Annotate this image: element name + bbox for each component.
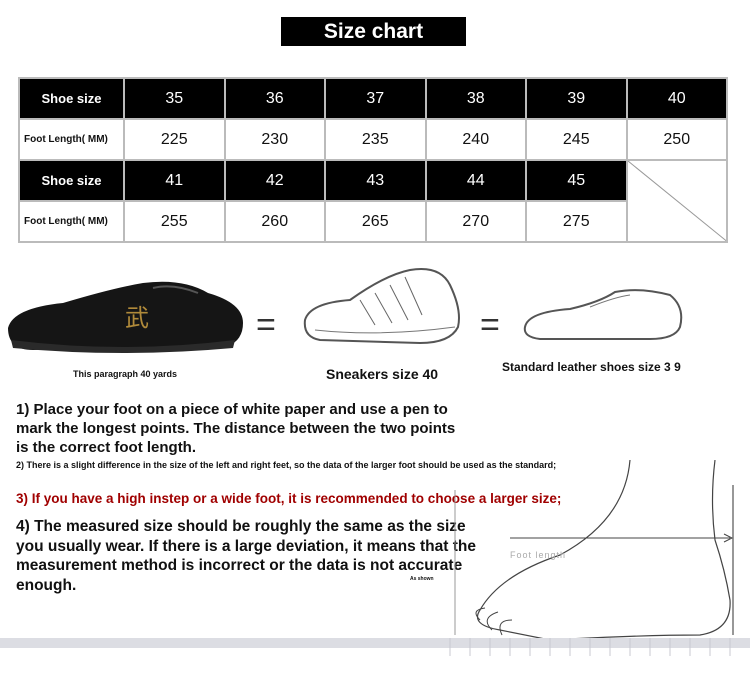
row-label: Foot Length( MM) — [18, 118, 125, 161]
size-cell: 35 — [123, 77, 226, 120]
table-row: Foot Length( MM) 225 230 235 240 245 250 — [18, 118, 728, 161]
length-cell: 240 — [424, 118, 527, 161]
table-row: Shoe size 41 42 43 44 45 — [18, 159, 728, 243]
size-table: Shoe size 35 36 37 38 39 40 Foot Length(… — [18, 77, 728, 243]
page-title: Size chart — [281, 17, 466, 46]
length-cell: 225 — [123, 118, 226, 161]
as-shown-label: As shown — [410, 576, 434, 582]
size-cell: 43 — [324, 159, 427, 202]
length-cell: 270 — [424, 200, 527, 243]
instruction-step-1: 1) Place your foot on a piece of white p… — [16, 401, 456, 456]
length-cell: 260 — [223, 200, 326, 243]
black-shoe-image: 武 — [8, 281, 243, 353]
row-label: Shoe size — [18, 77, 125, 120]
length-cell: 250 — [625, 118, 728, 161]
sneaker-image — [303, 268, 460, 345]
length-cell: 255 — [123, 200, 226, 243]
length-cell: 235 — [324, 118, 427, 161]
size-cell: 39 — [525, 77, 628, 120]
foot-measure-diagram — [440, 460, 750, 656]
length-cell: 275 — [525, 200, 628, 243]
size-cell: 42 — [223, 159, 326, 202]
foot-length-label: Foot length — [510, 550, 567, 560]
leather-shoe-image — [523, 289, 683, 340]
instruction-step-3: 3) If you have a high instep or a wide f… — [16, 491, 562, 506]
table-row: Shoe size 35 36 37 38 39 40 — [18, 77, 728, 120]
empty-diagonal-cell — [625, 159, 728, 243]
equals-sign: = — [480, 306, 500, 344]
black-shoe-caption: This paragraph 40 yards — [73, 369, 178, 379]
equals-sign: = — [256, 306, 276, 344]
svg-text:武: 武 — [125, 304, 149, 332]
instruction-step-4: 4) The measured size should be roughly t… — [16, 518, 476, 594]
length-cell: 230 — [223, 118, 326, 161]
size-cell: 41 — [123, 159, 226, 202]
size-cell: 38 — [424, 77, 527, 120]
size-cell: 44 — [424, 159, 527, 202]
size-cell: 45 — [525, 159, 628, 202]
row-label: Shoe size — [18, 159, 125, 202]
length-cell: 245 — [525, 118, 628, 161]
size-cell: 37 — [324, 77, 427, 120]
row-label: Foot Length( MM) — [18, 200, 125, 243]
size-cell: 36 — [223, 77, 326, 120]
length-cell: 265 — [324, 200, 427, 243]
table-row: Foot Length( MM) 255 260 265 270 275 — [18, 200, 727, 243]
instruction-step-2: 2) There is a slight difference in the s… — [16, 460, 557, 470]
sneaker-caption: Sneakers size 40 — [326, 366, 439, 382]
ruler-strip — [0, 638, 440, 648]
leather-shoe-caption: Standard leather shoes size 3 9 — [502, 360, 681, 374]
size-cell: 40 — [625, 77, 728, 120]
